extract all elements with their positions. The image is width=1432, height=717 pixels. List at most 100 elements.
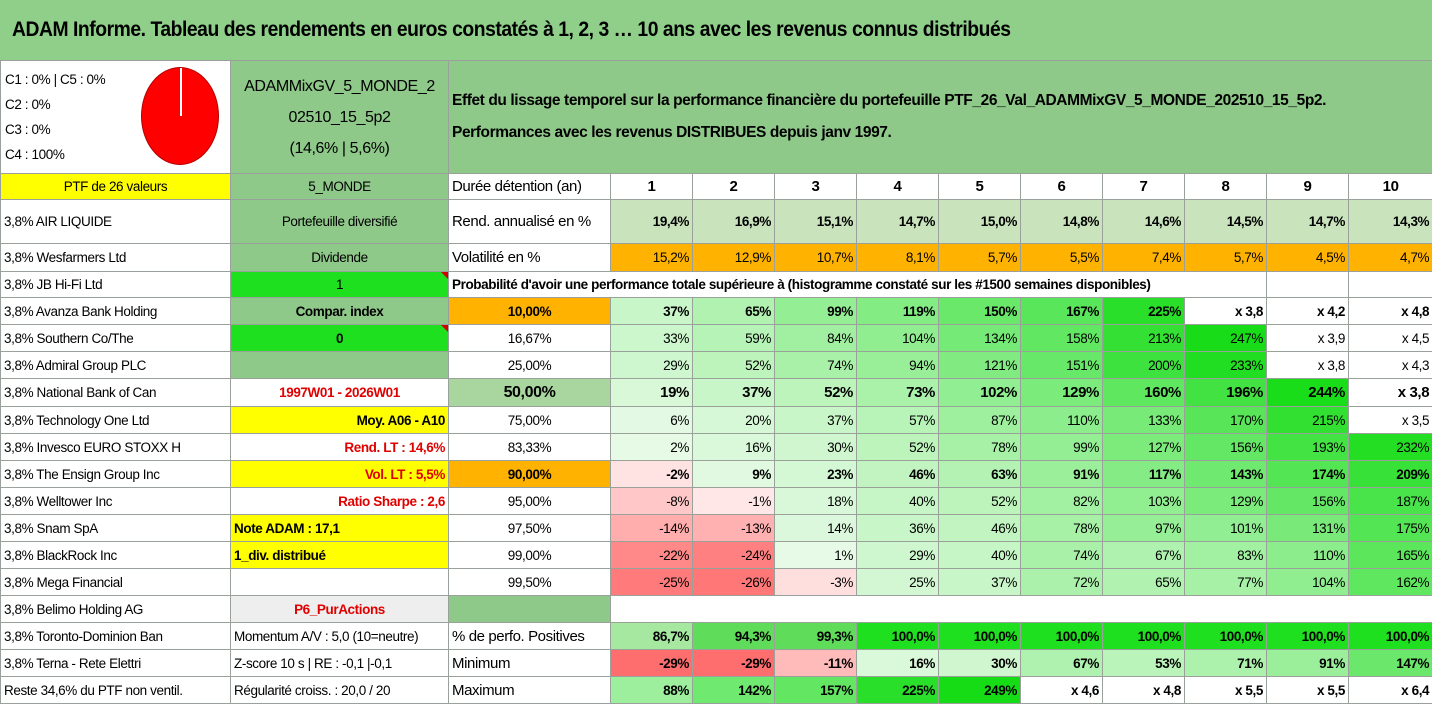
prob-value: 225%	[1102, 297, 1185, 325]
probability-level: 97,50%	[448, 514, 611, 542]
info-cell: Vol. LT : 5,5%	[230, 460, 449, 488]
prob-value: 78%	[1020, 514, 1103, 542]
prob-value: 127%	[1102, 433, 1185, 461]
table-row: 3,8% Avanza Bank Holding Compar. index 10,…	[0, 297, 1432, 325]
year-header: 2	[692, 173, 775, 200]
table-row: 3,8% National Bank of Can 1997W01 - 2026W…	[0, 378, 1432, 407]
prob-value: 16%	[692, 433, 775, 461]
prob-value: -13%	[692, 514, 775, 542]
info-cell: 0	[230, 324, 449, 352]
prob-value: 83%	[1184, 541, 1267, 569]
prob-value: 129%	[1020, 378, 1103, 407]
prob-value: 36%	[856, 514, 939, 542]
table-row: 3,8% Mega Financial 99,50% -25% -26% -3% 25% 3…	[0, 568, 1432, 596]
info-cell: 1997W01 - 2026W01	[230, 378, 449, 407]
blank-cell	[1347, 271, 1432, 298]
prob-value: 104%	[856, 324, 939, 352]
max-value: x 5,5	[1266, 676, 1349, 704]
prob-value: 74%	[1020, 541, 1103, 569]
info-cell: Portefeuille diversifié	[230, 199, 449, 244]
info-cell: P6_PurActions	[230, 595, 449, 623]
prob-value: 73%	[856, 378, 939, 407]
prob-value: -3%	[774, 568, 857, 596]
probability-level: 99,50%	[448, 568, 611, 596]
year-header: 10	[1347, 173, 1432, 200]
prob-value: -1%	[692, 487, 775, 515]
prob-value: 30%	[774, 433, 857, 461]
year-header: 7	[1102, 173, 1185, 200]
min-value: 16%	[856, 649, 939, 677]
prob-value: 104%	[1266, 568, 1349, 596]
blank-cell	[611, 596, 1432, 623]
min-value: 71%	[1184, 649, 1267, 677]
rend-value: 14,5%	[1184, 199, 1267, 244]
table-row: 3,8% Toronto-Dominion Ban Momentum A/V : …	[0, 622, 1432, 650]
prob-value: 46%	[938, 514, 1021, 542]
min-label: Minimum	[448, 649, 611, 677]
prob-value: x 3,5	[1347, 406, 1432, 434]
prob-value: 74%	[774, 351, 857, 379]
year-header: 6	[1020, 173, 1103, 200]
holding: 3,8% National Bank of Can	[0, 378, 231, 407]
prob-value: 129%	[1184, 487, 1267, 515]
prob-value: 40%	[856, 487, 939, 515]
holding: 3,8% Technology One Ltd	[0, 406, 231, 434]
prob-value: 187%	[1347, 487, 1432, 515]
prob-value: 156%	[1266, 487, 1349, 515]
prob-value: 119%	[856, 297, 939, 325]
prob-value: 84%	[774, 324, 857, 352]
max-value: 142%	[692, 676, 775, 704]
prob-value: 23%	[774, 460, 857, 488]
vol-value: 4,7%	[1347, 243, 1432, 272]
pos-value: 99,3%	[774, 622, 857, 650]
prob-value: -22%	[610, 541, 693, 569]
rend-value: 14,7%	[1266, 199, 1349, 244]
prob-value: 175%	[1347, 514, 1432, 542]
prob-value: 170%	[1184, 406, 1267, 434]
prob-value: 110%	[1020, 406, 1103, 434]
info-cell: Dividende	[230, 243, 449, 272]
prob-value: 151%	[1020, 351, 1103, 379]
composition-line: C3 : 0%	[5, 122, 51, 137]
holding: 3,8% Invesco EURO STOXX H	[0, 433, 231, 461]
prob-value: x 4,3	[1347, 351, 1432, 379]
info-cell: Momentum A/V : 5,0 (10=neutre)	[230, 622, 449, 650]
rend-value: 15,1%	[774, 199, 857, 244]
table-row: 3,8% Wesfarmers Ltd Dividende Volatilité e…	[0, 243, 1432, 272]
max-value: x 4,6	[1020, 676, 1103, 704]
table-row: 3,8% Invesco EURO STOXX H Rend. LT : 14,6…	[0, 433, 1432, 461]
prob-value: 33%	[610, 324, 693, 352]
prob-value: -25%	[610, 568, 693, 596]
probability-level: 10,00%	[448, 297, 611, 325]
vol-value: 5,7%	[938, 243, 1021, 272]
prob-value: 65%	[1102, 568, 1185, 596]
prob-label: Probabilité d'avoir une performance tota…	[448, 271, 1267, 298]
prob-value: 143%	[1184, 460, 1267, 488]
min-value: -29%	[692, 649, 775, 677]
table-row: 3,8% Terna - Rete Elettri Z-score 10 s | …	[0, 649, 1432, 677]
portfolio-name-line: (14,6% | 5,6%)	[289, 139, 390, 157]
prob-value: 133%	[1102, 406, 1185, 434]
prob-value: 193%	[1266, 433, 1349, 461]
table-row: 3,8% Technology One Ltd Moy. A06 - A10 75,…	[0, 406, 1432, 434]
prob-value: 150%	[938, 297, 1021, 325]
year-header: 8	[1184, 173, 1267, 200]
prob-value: 25%	[856, 568, 939, 596]
prob-value: 158%	[1020, 324, 1103, 352]
composition-line: C2 : 0%	[5, 97, 51, 112]
info-cell: Compar. index	[230, 297, 449, 325]
prob-value: 213%	[1102, 324, 1185, 352]
pos-value: 100,0%	[938, 622, 1021, 650]
prob-value: -14%	[610, 514, 693, 542]
prob-value: -8%	[610, 487, 693, 515]
prob-value: 117%	[1102, 460, 1185, 488]
prob-value: 97%	[1102, 514, 1185, 542]
max-value: 249%	[938, 676, 1021, 704]
prob-value: 77%	[1184, 568, 1267, 596]
rend-value: 19,4%	[610, 199, 693, 244]
prob-value: x 3,8	[1266, 351, 1349, 379]
vol-value: 5,5%	[1020, 243, 1103, 272]
prob-value: 29%	[610, 351, 693, 379]
prob-value: 103%	[1102, 487, 1185, 515]
composition-line: C4 : 100%	[5, 147, 65, 162]
